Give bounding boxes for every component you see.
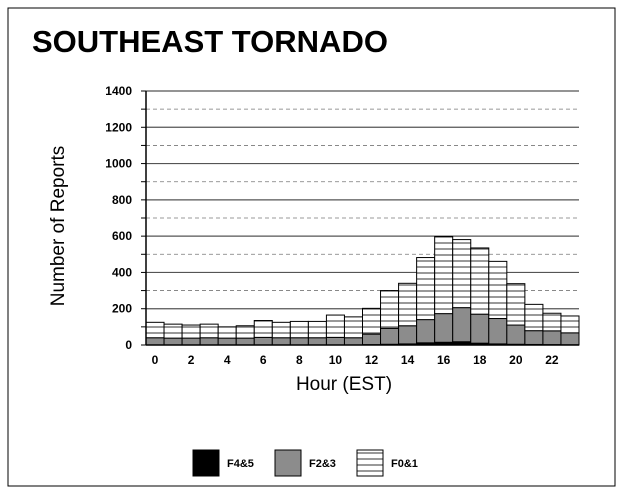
x-tick-labels: 0 2 4 6 8 10 12 14 16 18 20 22 <box>152 353 559 367</box>
bar-segment <box>524 303 544 332</box>
bar-segment <box>343 337 363 346</box>
bar-segment <box>434 313 454 343</box>
legend-swatch <box>356 449 384 477</box>
bar-segment <box>380 290 400 329</box>
bar-segment <box>307 337 327 346</box>
bar-segment <box>145 337 165 346</box>
y-tick-label: 1400 <box>105 84 132 98</box>
bar-segment <box>506 283 526 326</box>
bar-segment <box>343 316 363 339</box>
bar-segment <box>181 324 201 339</box>
legend-label: F2&3 <box>309 458 336 470</box>
bar-segment <box>362 333 382 346</box>
bar-segment <box>416 319 436 344</box>
bar-segment <box>560 315 580 334</box>
y-axis-title: Number of Reports <box>48 146 69 307</box>
legend: F4&5 F2&3 F0&1 <box>192 449 418 477</box>
x-tick-label: 6 <box>260 353 267 367</box>
x-tick-label: 20 <box>509 353 523 367</box>
x-tick-label: 10 <box>329 353 343 367</box>
y-tick-label: 400 <box>112 265 132 279</box>
bar-segment <box>307 320 327 339</box>
y-tick-labels: 0 200 400 600 800 1000 1200 1400 <box>105 84 132 352</box>
y-tick-label: 1200 <box>105 120 132 134</box>
y-tick-label: 1000 <box>105 157 132 171</box>
bar-segment <box>217 337 237 346</box>
y-tick-label: 200 <box>112 302 132 316</box>
legend-item: F2&3 <box>274 449 336 477</box>
bar-segment <box>325 314 345 338</box>
bar-segment <box>253 336 273 346</box>
bar-segment <box>524 330 544 345</box>
bar-segment <box>235 337 255 346</box>
chart-title: SOUTHEAST TORNADO <box>32 24 388 59</box>
bar-segment <box>271 321 291 339</box>
legend-swatch <box>192 449 220 477</box>
x-tick-label: 4 <box>224 353 231 367</box>
bar-segment <box>398 282 418 327</box>
bar-segment <box>362 307 382 335</box>
bars <box>145 236 580 346</box>
bar-segment <box>199 337 219 346</box>
legend-label: F0&1 <box>391 458 418 470</box>
bar-segment <box>271 337 291 346</box>
x-tick-label: 18 <box>473 353 487 367</box>
bar-segment <box>542 330 562 346</box>
x-tick-label: 8 <box>296 353 303 367</box>
bar-segment <box>488 260 508 320</box>
y-tick-label: 600 <box>112 229 132 243</box>
x-tick-label: 2 <box>188 353 195 367</box>
bar-segment <box>163 323 183 339</box>
bar-segment <box>452 307 472 343</box>
bar-segment <box>452 239 472 309</box>
bar-segment <box>289 320 309 339</box>
legend-item: F0&1 <box>356 449 418 477</box>
bar-segment <box>217 326 237 339</box>
outer-border <box>7 7 616 487</box>
bar-segment <box>289 337 309 346</box>
x-axis-title: Hour (EST) <box>296 374 392 395</box>
legend-item: F4&5 <box>192 449 254 477</box>
axes <box>141 90 579 346</box>
bar-segment <box>470 313 490 344</box>
bar-segment <box>145 321 165 339</box>
bar-segment <box>380 327 400 345</box>
bar-segment <box>542 312 562 332</box>
bar-segment <box>398 325 418 345</box>
x-tick-label: 22 <box>545 353 559 367</box>
bar-segment <box>470 247 490 315</box>
x-tick-label: 16 <box>437 353 451 367</box>
bar-segment <box>416 257 436 321</box>
y-tick-label: 800 <box>112 193 132 207</box>
bar-segment <box>560 332 580 346</box>
x-tick-label: 0 <box>152 353 159 367</box>
bar-segment <box>506 324 526 345</box>
bar-segment <box>181 337 201 346</box>
x-tick-label: 12 <box>365 353 379 367</box>
y-tick-label: 0 <box>125 338 132 352</box>
legend-label: F4&5 <box>227 458 254 470</box>
bar-segment <box>199 323 219 339</box>
x-tick-label: 14 <box>401 353 415 367</box>
bar-segment <box>434 236 454 315</box>
bar-segment <box>235 325 255 339</box>
bar-segment <box>325 336 345 346</box>
bar-segment <box>163 337 183 346</box>
bar-segment <box>488 318 508 345</box>
legend-swatch <box>274 449 302 477</box>
bar-segment <box>253 320 273 338</box>
